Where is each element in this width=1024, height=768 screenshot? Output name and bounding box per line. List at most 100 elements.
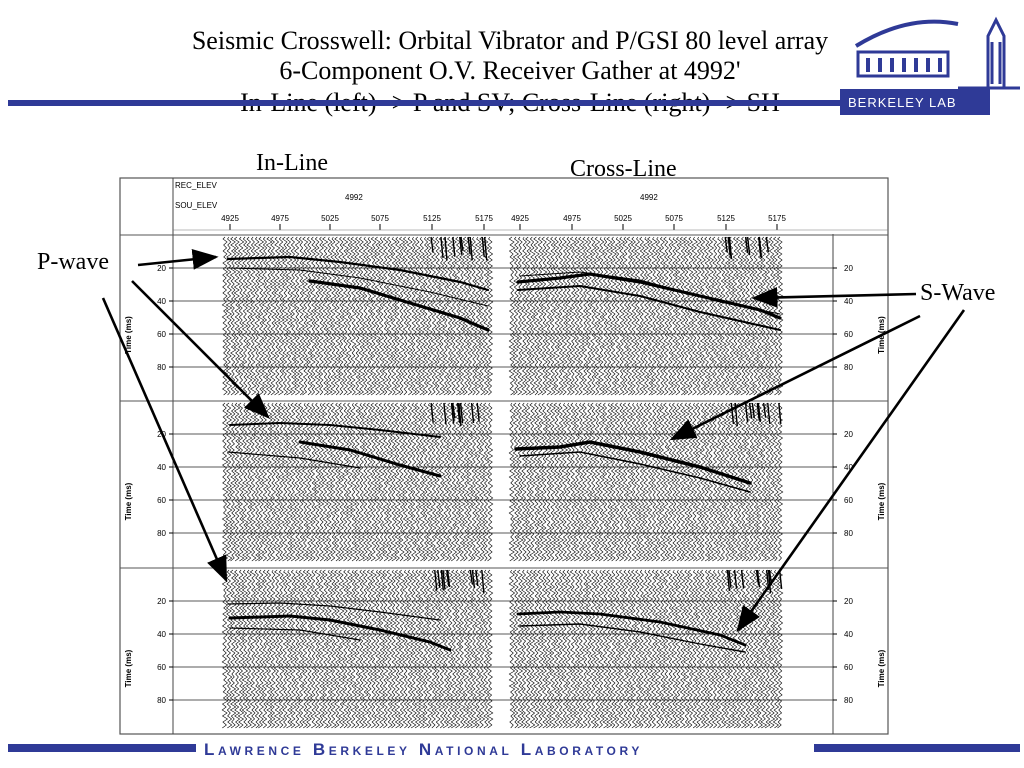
trace: [322, 402, 329, 562]
trace: [549, 402, 556, 562]
trace: [378, 236, 385, 396]
noise-mark: [765, 236, 770, 253]
y-tick-label-left: 40: [157, 297, 166, 306]
sv-wave-event: [308, 279, 490, 332]
trace: [486, 402, 494, 562]
trace: [382, 402, 389, 562]
trace: [593, 236, 601, 396]
trace: [614, 236, 621, 396]
trace: [549, 236, 556, 396]
trace: [581, 569, 589, 729]
sh-wave-event: [514, 440, 752, 485]
trace: [760, 236, 768, 396]
trace: [285, 569, 293, 729]
trace: [458, 569, 466, 729]
trace: [225, 402, 233, 562]
trace: [450, 569, 458, 729]
rec-elev-label: REC_ELEV: [175, 181, 217, 190]
noise-mark: [778, 569, 783, 589]
trace: [618, 569, 625, 729]
trace: [253, 236, 261, 396]
noise-mark: [471, 569, 476, 588]
trace: [438, 236, 446, 396]
trace: [265, 569, 273, 729]
trace: [732, 236, 739, 396]
trace: [330, 236, 337, 396]
trace: [482, 402, 490, 562]
trace: [414, 402, 422, 562]
trace: [606, 236, 613, 396]
trace: [541, 402, 548, 562]
trace: [537, 402, 544, 562]
trace: [366, 569, 373, 729]
trace: [306, 569, 313, 729]
trace: [711, 569, 719, 729]
trace: [454, 402, 462, 562]
noise-mark: [778, 402, 782, 424]
trace: [482, 236, 490, 396]
trace: [313, 236, 321, 396]
trace: [516, 569, 524, 729]
trace: [508, 569, 516, 729]
x-tick-label-right: 4925: [511, 214, 529, 223]
sh-wave-event: [517, 284, 781, 331]
trace: [285, 236, 293, 396]
trace: [602, 569, 609, 729]
y-tick-label-left: 80: [157, 363, 166, 372]
trace: [225, 569, 233, 729]
trace: [695, 569, 703, 729]
trace: [293, 402, 301, 562]
trace: [221, 236, 229, 396]
x-tick-label-right: 4975: [563, 214, 581, 223]
top-divider: [8, 100, 858, 106]
noise-mark: [460, 236, 464, 252]
sh-wave-event: [516, 610, 747, 647]
trace: [233, 569, 241, 729]
trace: [314, 569, 321, 729]
trace: [478, 402, 486, 562]
y-tick-label-right: 20: [844, 597, 853, 606]
trace: [524, 569, 532, 729]
y-axis-label-left: Time (ms): [124, 316, 133, 354]
p-wave-arrow-row2: [131, 280, 270, 419]
trace: [486, 236, 494, 396]
trace: [597, 569, 605, 729]
trace: [273, 569, 281, 729]
trace: [589, 236, 597, 396]
trace: [541, 569, 548, 729]
trace: [679, 236, 686, 396]
trace: [394, 236, 401, 396]
trace: [237, 236, 245, 396]
trace: [541, 236, 548, 396]
x-tick-label-right: 5075: [665, 214, 683, 223]
trace: [768, 402, 776, 562]
y-tick-label-right: 20: [844, 264, 853, 273]
trace: [724, 236, 731, 396]
trace: [398, 569, 406, 729]
trace: [390, 402, 398, 562]
y-tick-label-left: 80: [157, 529, 166, 538]
trace: [707, 569, 715, 729]
trace: [374, 402, 381, 562]
trace: [442, 236, 450, 396]
trace: [545, 236, 552, 396]
y-axis-label-right: Time (ms): [877, 649, 886, 687]
trace: [406, 236, 414, 396]
trace: [776, 402, 784, 562]
trace: [414, 236, 422, 396]
trace: [740, 569, 747, 729]
trace: [537, 236, 544, 396]
trace: [772, 569, 780, 729]
trace: [727, 569, 735, 729]
noise-mark: [728, 236, 732, 260]
trace: [314, 402, 321, 562]
trace: [229, 569, 237, 729]
x-tick-label-left: 5025: [321, 214, 339, 223]
trace: [462, 569, 470, 729]
trace: [529, 236, 536, 396]
trace: [458, 402, 466, 562]
trace: [301, 402, 309, 562]
trace: [646, 236, 654, 396]
footer-text: Lawrence Berkeley National Laboratory: [204, 740, 643, 759]
trace: [508, 236, 516, 396]
